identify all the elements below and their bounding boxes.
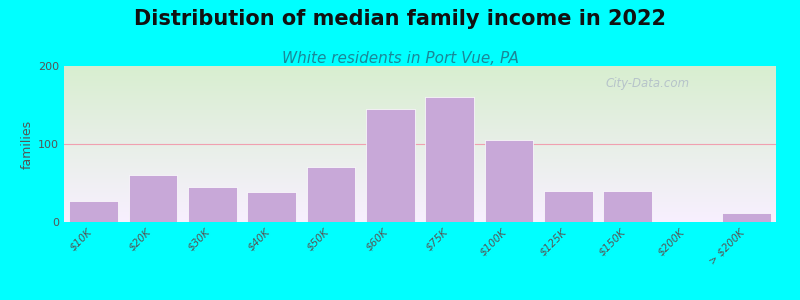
Bar xyxy=(426,97,474,222)
Y-axis label: families: families xyxy=(21,119,34,169)
Bar xyxy=(129,175,178,222)
Bar xyxy=(722,213,770,222)
Bar xyxy=(247,192,296,222)
Bar xyxy=(366,109,414,222)
Bar xyxy=(306,167,355,222)
Bar xyxy=(485,140,534,222)
Text: City-Data.com: City-Data.com xyxy=(605,77,690,90)
Bar xyxy=(188,187,237,222)
Text: Distribution of median family income in 2022: Distribution of median family income in … xyxy=(134,9,666,29)
Bar xyxy=(544,191,593,222)
Text: White residents in Port Vue, PA: White residents in Port Vue, PA xyxy=(282,51,518,66)
Bar xyxy=(603,191,652,222)
Bar xyxy=(70,201,118,222)
